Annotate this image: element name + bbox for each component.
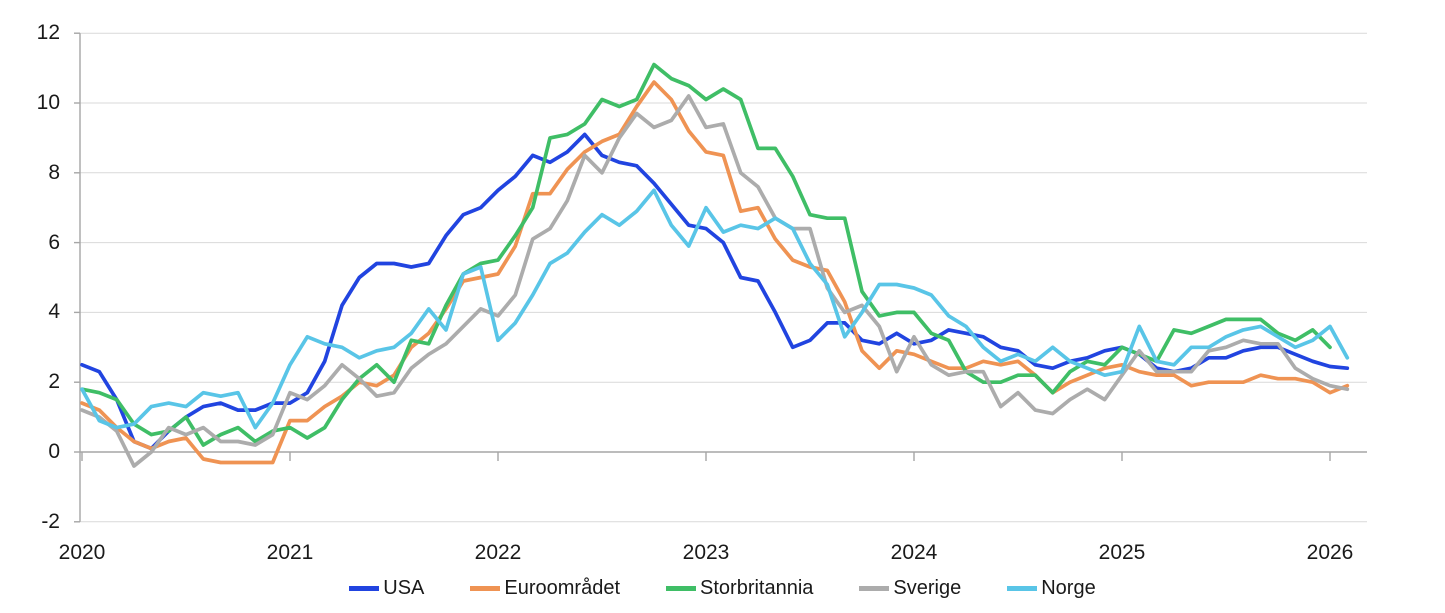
legend-label-storbritannia: Storbritannia	[700, 577, 814, 599]
x-tick-label-2022: 2022	[474, 541, 522, 564]
legend-item-storbritannia: Storbritannia	[666, 576, 813, 600]
series-line-storbritannia	[80, 62, 1332, 447]
x-tick-label-2023: 2023	[682, 541, 730, 564]
x-tick-label-2024: 2024	[890, 541, 938, 564]
legend-label-usa: USA	[383, 577, 425, 599]
x-tick-label-2025: 2025	[1098, 541, 1146, 564]
legend-item-norge: Norge	[1007, 576, 1096, 600]
x-tick-label-2021: 2021	[266, 541, 314, 564]
legend-swatch-norge	[1007, 585, 1038, 591]
x-tick-label-2020: 2020	[58, 541, 106, 564]
y-tick-label-2: 2	[48, 370, 60, 394]
legend-label-euroomradet: Euroområdet	[504, 577, 621, 599]
y-tick-label-neg2: -2	[41, 509, 60, 533]
legend-swatch-sverige	[859, 585, 890, 591]
x-tick-label-2026: 2026	[1306, 541, 1354, 564]
legend-label-sverige: Sverige	[893, 577, 962, 599]
series-line-sverige	[80, 94, 1350, 468]
legend-label-norge: Norge	[1041, 577, 1096, 599]
legend-item-sverige: Sverige	[859, 576, 961, 600]
y-tick-label-6: 6	[48, 230, 60, 254]
y-tick-label-8: 8	[48, 160, 60, 184]
chart-legend: USA Euroområdet Storbritannia Sverige No…	[0, 576, 1445, 600]
y-tick-label-0: 0	[48, 440, 60, 463]
y-tick-label-10: 10	[36, 91, 60, 114]
legend-item-euroomradet: Euroområdet	[470, 576, 620, 600]
series-line-norge	[80, 188, 1350, 430]
y-tick-label-4: 4	[48, 300, 60, 324]
legend-item-usa: USA	[349, 576, 424, 600]
legend-swatch-storbritannia	[666, 585, 697, 591]
y-tick-label-12: 12	[36, 21, 60, 45]
legend-swatch-euroomradet	[470, 585, 501, 591]
legend-swatch-usa	[349, 585, 380, 591]
series-line-euroområdet	[80, 80, 1350, 465]
